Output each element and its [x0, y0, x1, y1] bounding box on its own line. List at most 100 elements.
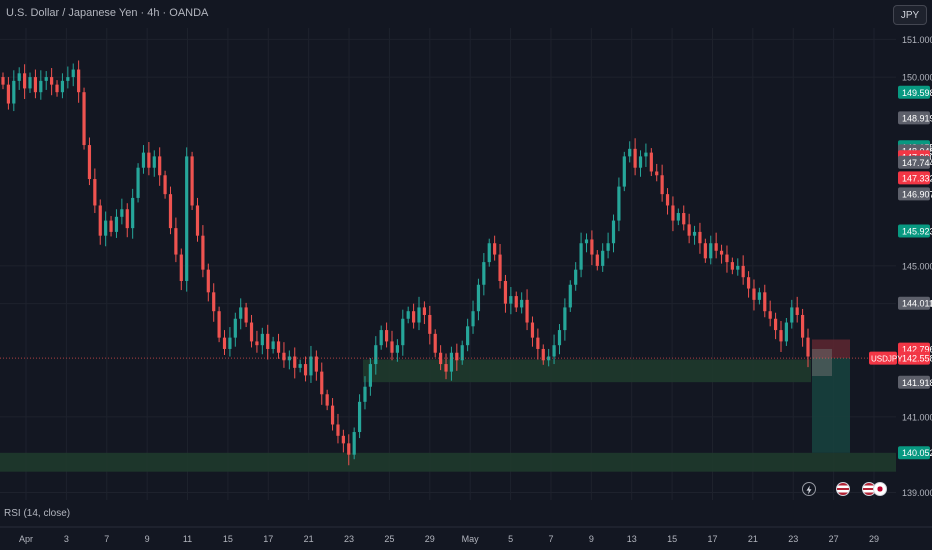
- candle: [28, 77, 32, 89]
- candle: [514, 296, 518, 308]
- candle: [406, 311, 410, 319]
- candle: [520, 299, 524, 308]
- candle: [595, 254, 599, 266]
- price-tag: [898, 155, 930, 169]
- candle: [309, 356, 313, 376]
- candle: [147, 152, 151, 168]
- candle: [50, 77, 54, 85]
- candle: [71, 69, 75, 78]
- time-axis-label: 3: [64, 534, 69, 544]
- candle: [655, 171, 659, 176]
- candle: [33, 77, 38, 93]
- candle: [552, 345, 556, 357]
- candle: [568, 284, 572, 308]
- candle: [633, 148, 637, 168]
- candle: [222, 337, 227, 349]
- time-axis-label: 23: [344, 534, 354, 544]
- price-axis-label: 150.000: [902, 73, 932, 83]
- candle: [584, 239, 589, 244]
- lightning-event-icon[interactable]: [802, 482, 816, 496]
- candle: [249, 322, 254, 342]
- candle: [714, 243, 718, 251]
- candle: [255, 341, 259, 346]
- price-axis-label: 141.000: [902, 412, 932, 422]
- candle: [82, 92, 86, 146]
- candle: [466, 326, 470, 346]
- candle: [784, 322, 788, 342]
- candle: [390, 341, 394, 353]
- time-axis-label: 15: [667, 534, 677, 544]
- us-flag-event-icon[interactable]: [836, 482, 850, 496]
- time-axis-label: May: [462, 534, 480, 544]
- price-tag-label: 147.744: [902, 158, 932, 168]
- candle: [23, 73, 27, 89]
- candle: [574, 269, 578, 285]
- price-tag-label: 144.011: [902, 299, 932, 309]
- candle: [476, 284, 481, 312]
- time-axis-label: 5: [508, 534, 513, 544]
- candle: [547, 356, 551, 361]
- time-axis-label: 13: [627, 534, 637, 544]
- candle: [579, 243, 583, 270]
- candle: [163, 175, 167, 195]
- candle: [336, 424, 340, 436]
- candle: [152, 156, 156, 168]
- candle: [271, 341, 275, 349]
- chart-title: U.S. Dollar / Japanese Yen · 4h · OANDA: [6, 7, 209, 19]
- candle: [725, 254, 729, 263]
- time-axis-label: 9: [145, 534, 150, 544]
- candle: [352, 432, 356, 455]
- japan-flag-event-icon[interactable]: [873, 482, 887, 496]
- candle: [763, 292, 767, 312]
- price-tag: [898, 111, 930, 125]
- candle: [12, 80, 16, 104]
- candle: [276, 341, 281, 353]
- candle: [341, 435, 345, 444]
- candle: [428, 314, 432, 334]
- time-axis-label: 11: [183, 534, 192, 544]
- candle: [741, 265, 745, 278]
- rsi-indicator-label[interactable]: RSI (14, close): [4, 508, 71, 519]
- candle: [730, 262, 734, 270]
- time-axis-label: 27: [829, 534, 839, 544]
- candle: [179, 254, 183, 281]
- price-axis-label: 145.000: [902, 261, 932, 271]
- candle: [104, 220, 108, 236]
- candle: [228, 337, 232, 349]
- candle: [800, 314, 805, 338]
- candle: [660, 175, 664, 195]
- price-tag-label: 142.558: [902, 354, 932, 364]
- candle: [320, 371, 324, 395]
- candle: [617, 186, 621, 221]
- time-axis-label: 21: [748, 534, 758, 544]
- candle: [644, 152, 648, 157]
- currency-button[interactable]: JPY: [893, 5, 927, 25]
- candle: [6, 84, 11, 104]
- candle: [611, 220, 616, 244]
- candle: [109, 220, 113, 232]
- candle: [325, 394, 329, 406]
- candle: [379, 330, 383, 346]
- candle: [266, 333, 270, 349]
- candle: [217, 311, 221, 338]
- candle: [692, 231, 697, 236]
- time-axis-label: 17: [707, 534, 717, 544]
- candle: [282, 352, 286, 361]
- candle: [530, 322, 535, 338]
- candle: [239, 307, 243, 319]
- price-tag-label: 140.052: [902, 448, 932, 458]
- time-axis-label: 17: [263, 534, 273, 544]
- time-axis-label: 21: [304, 534, 314, 544]
- candle: [233, 318, 237, 338]
- candle: [185, 156, 189, 281]
- candle: [638, 156, 643, 168]
- candle: [93, 179, 97, 206]
- price-tag-label: 141.918: [902, 378, 932, 388]
- candle: [395, 345, 399, 353]
- candle: [293, 356, 297, 368]
- candle: [212, 292, 216, 312]
- price-tag: [898, 296, 930, 310]
- time-axis-label: Apr: [19, 534, 33, 544]
- price-axis-label: 139.000: [902, 488, 932, 498]
